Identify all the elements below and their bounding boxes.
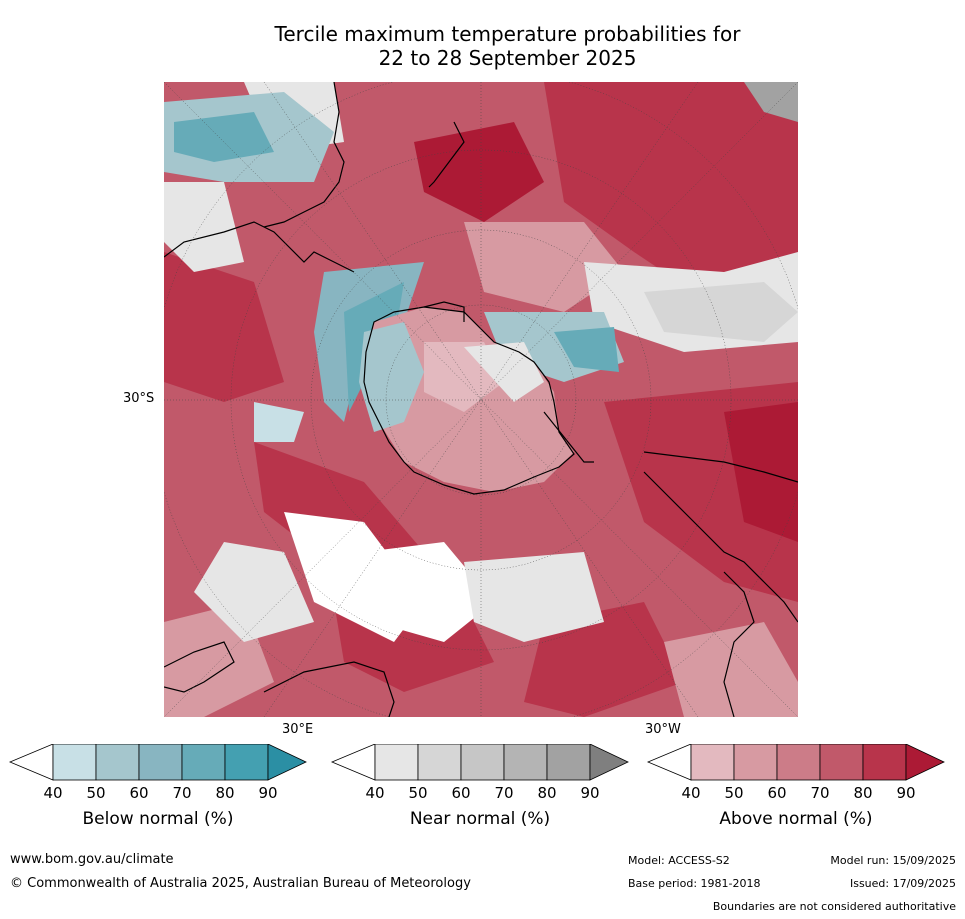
colorbar-below-normal-swatches xyxy=(8,744,307,781)
colorbar-swatch xyxy=(546,744,591,781)
title-line-1: Tercile maximum temperature probabilitie… xyxy=(274,22,741,46)
colorbar-below-normal: 40 50 60 70 80 90 Below normal (%) xyxy=(8,744,308,854)
colorbar-arrow-low xyxy=(646,744,692,781)
colorbar-swatch xyxy=(138,744,183,781)
tick: 60 xyxy=(767,784,787,802)
tick: 60 xyxy=(451,784,471,802)
issued-date: Issued: 17/09/2025 xyxy=(849,877,956,890)
tick: 90 xyxy=(896,784,916,802)
colorbar-swatch xyxy=(690,744,735,781)
lon-label-30w: 30°W xyxy=(645,722,681,737)
tick: 90 xyxy=(258,784,278,802)
colorbar-label: Below normal (%) xyxy=(82,809,234,829)
colorbar-swatch xyxy=(95,744,140,781)
colorbar-above-normal: 40 50 60 70 80 90 Above normal (%) xyxy=(646,744,946,854)
tick: 80 xyxy=(537,784,557,802)
colorbar-arrow-high xyxy=(589,744,629,781)
website-link[interactable]: www.bom.gov.au/climate xyxy=(10,852,174,867)
colorbar-swatch xyxy=(733,744,778,781)
tick: 40 xyxy=(365,784,385,802)
colorbar-near-normal-swatches xyxy=(330,744,629,781)
colorbar-label: Above normal (%) xyxy=(719,809,873,829)
colorbar-swatch xyxy=(224,744,269,781)
tick: 70 xyxy=(494,784,514,802)
colorbar-arrow-high xyxy=(905,744,945,781)
tick: 50 xyxy=(408,784,428,802)
tick: 40 xyxy=(681,784,701,802)
model-run: Model run: 15/09/2025 xyxy=(830,854,956,867)
colorbar-above-normal-swatches xyxy=(646,744,945,781)
colorbar-swatch xyxy=(52,744,97,781)
tick: 80 xyxy=(215,784,235,802)
colorbar-swatch xyxy=(417,744,462,781)
colorbar-swatch xyxy=(503,744,548,781)
map-canvas xyxy=(164,82,798,717)
tick: 50 xyxy=(724,784,744,802)
colorbar-near-normal: 40 50 60 70 80 90 Near normal (%) xyxy=(330,744,630,854)
tick: 50 xyxy=(86,784,106,802)
model-info: Model: ACCESS-S2 xyxy=(628,854,730,867)
colorbar-swatch xyxy=(374,744,419,781)
copyright: © Commonwealth of Australia 2025, Austra… xyxy=(10,876,471,891)
disclaimer: Boundaries are not considered authoritat… xyxy=(712,900,956,913)
colorbar-swatch xyxy=(776,744,821,781)
tick: 40 xyxy=(43,784,63,802)
probability-map xyxy=(164,82,798,717)
tick: 70 xyxy=(810,784,830,802)
tick: 90 xyxy=(580,784,600,802)
base-period: Base period: 1981-2018 xyxy=(628,877,761,890)
colorbar-arrow-low xyxy=(330,744,376,781)
tick: 60 xyxy=(129,784,149,802)
colorbar-swatch xyxy=(862,744,907,781)
colorbar-swatch xyxy=(181,744,226,781)
colorbar-swatch xyxy=(460,744,505,781)
title-line-2: 22 to 28 September 2025 xyxy=(378,46,637,70)
colorbar-swatch xyxy=(819,744,864,781)
colorbar-arrow-low xyxy=(8,744,54,781)
colorbar-arrow-high xyxy=(267,744,307,781)
lon-label-30e: 30°E xyxy=(282,722,314,737)
colorbar-label: Near normal (%) xyxy=(409,809,551,829)
map-title: Tercile maximum temperature probabilitie… xyxy=(150,22,865,70)
tick: 70 xyxy=(172,784,192,802)
tick: 80 xyxy=(853,784,873,802)
lat-label-30s: 30°S xyxy=(123,391,155,406)
